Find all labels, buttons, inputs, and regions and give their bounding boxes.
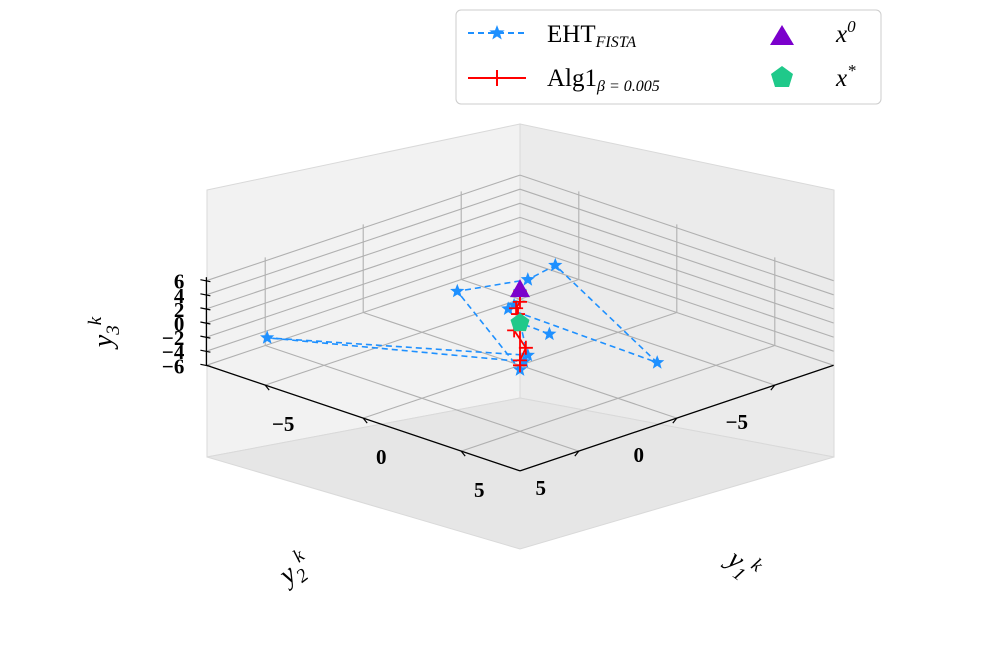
x-tick-label: 0 [376,445,387,469]
z-axis-label: y3k [85,316,124,350]
legend-entry-x0: x0 [770,17,856,48]
legend-entry-alg1: Alg1β = 0.005 [468,65,660,95]
x-axis-label: y1k [716,539,767,591]
z-tick-label: 2 [174,298,185,322]
legend-entry-xstar: x* [771,61,856,92]
z-tick-label: −4 [162,340,185,364]
legend-plus-icon [489,70,505,86]
series-point-star [548,257,563,272]
series-point-star [650,355,665,369]
series-point-star [501,301,516,315]
series-point-star [507,297,522,312]
x-tick-label: 5 [474,478,485,502]
z-tick-label: 0 [174,312,185,336]
z-tick-mark [200,293,211,297]
legend-star-icon [489,25,505,40]
x-tick-label: −5 [272,412,294,436]
series-point-star [520,272,535,286]
legend-label-xstar: x* [835,61,856,92]
legend-label-alg1: Alg1β = 0.005 [547,65,660,95]
gridlines [206,174,834,452]
series-point-star [542,326,557,341]
legend: EHTFISTA Alg1β = 0.005 x0 x* [455,9,882,105]
point-x0-marker [510,279,530,298]
z-tick-label: 6 [174,270,185,294]
legend-box [455,9,882,105]
series-point-plus [518,340,533,355]
z-tick-mark [200,279,211,283]
y-tick-label: −5 [726,410,748,434]
y-tick-label: 5 [536,476,547,500]
triangle-icon [770,25,794,45]
z-tick-mark [200,321,211,325]
z-tick-label: −2 [162,326,184,350]
legend-label-x0: x0 [835,17,856,48]
series-point-star [260,330,275,344]
series-point-plus [513,358,527,373]
legend-entry-eht: EHTFISTA [468,21,636,51]
floor-pane [206,397,835,550]
z-tick-label: 4 [174,284,185,308]
z-tick-mark [200,307,211,311]
z-tick-mark [200,335,211,339]
point-xstar-marker [510,313,530,332]
y-tick-label: 0 [634,443,645,467]
axes [200,277,834,472]
y-axis-label: y2k [269,545,320,597]
series-point-star [520,347,535,362]
pentagon-icon [771,66,793,87]
legend-label-eht: EHTFISTA [547,21,636,51]
series-point-plus [509,301,524,316]
special-points [510,279,530,332]
series-point-star [450,283,465,298]
x-axis-line [206,364,521,472]
gridline-y [265,344,579,452]
z-tick-mark [200,349,211,353]
y-axis-line [519,364,834,472]
z-tick-label: −6 [162,354,184,378]
